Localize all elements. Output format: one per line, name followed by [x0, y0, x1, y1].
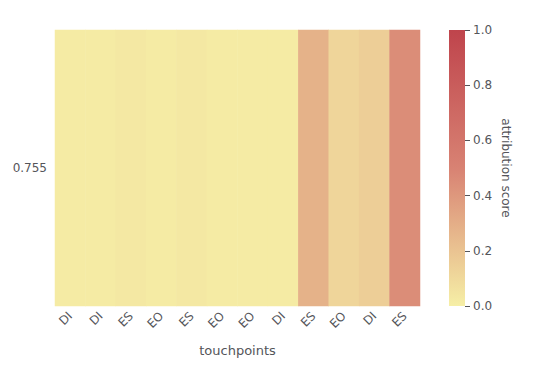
svg-text:DI: DI: [360, 309, 379, 328]
svg-text:ES: ES: [389, 309, 410, 330]
svg-text:DI: DI: [269, 309, 288, 328]
svg-text:EO: EO: [236, 309, 258, 331]
svg-text:ES: ES: [176, 309, 197, 330]
svg-text:DI: DI: [87, 309, 106, 328]
svg-text:DI: DI: [56, 309, 75, 328]
svg-text:0.8: 0.8: [473, 78, 492, 92]
svg-text:0.4: 0.4: [473, 189, 492, 203]
svg-text:EO: EO: [205, 309, 227, 331]
svg-text:0.6: 0.6: [473, 133, 492, 147]
svg-text:0.0: 0.0: [473, 299, 492, 313]
svg-text:attribution score: attribution score: [499, 118, 513, 217]
svg-text:0.2: 0.2: [473, 244, 492, 258]
svg-text:ES: ES: [298, 309, 319, 330]
svg-text:ES: ES: [115, 309, 136, 330]
svg-text:EO: EO: [327, 309, 349, 331]
svg-text:0.755: 0.755: [13, 161, 47, 175]
svg-text:1.0: 1.0: [473, 23, 492, 37]
svg-text:touchpoints: touchpoints: [199, 343, 276, 358]
svg-text:EO: EO: [144, 309, 166, 331]
